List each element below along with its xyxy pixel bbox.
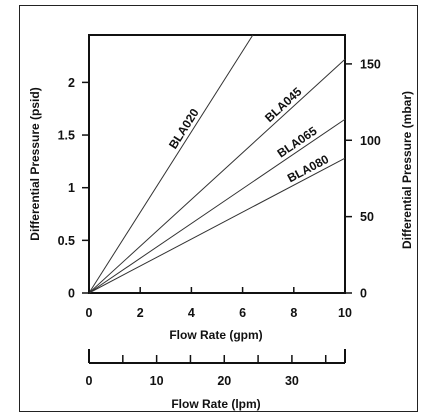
- x-tick-label: 2: [137, 306, 144, 320]
- x-tick-label: 8: [290, 306, 297, 320]
- x-secondary-tick-label: 0: [86, 374, 93, 388]
- y-tick-label: 1.5: [58, 129, 75, 143]
- y-axis-title-right: Differential Pressure (mbar): [400, 91, 414, 249]
- x-tick-label: 6: [239, 306, 246, 320]
- y-axis-title-left: Differential Pressure (psid): [28, 87, 42, 240]
- y-secondary-tick-label: 150: [360, 57, 381, 71]
- y-tick-label: 0: [68, 287, 75, 301]
- x-tick-label: 0: [86, 306, 93, 320]
- y-tick-label: 1: [68, 181, 75, 195]
- x-secondary-tick-label: 20: [217, 374, 231, 388]
- y-tick-label: 2: [68, 76, 75, 90]
- series-line-bla020: [88, 34, 254, 294]
- series-line-bla080: [88, 157, 346, 294]
- x-tick-label: 4: [188, 306, 195, 320]
- x-secondary-tick-label: 10: [150, 374, 164, 388]
- x-secondary-tick-label: 30: [285, 374, 299, 388]
- x-secondary-axis: 0 10 20 30: [86, 349, 346, 388]
- series-line-bla045: [88, 58, 346, 294]
- series-label-bla065: BLA065: [275, 124, 320, 161]
- plot-frame: [88, 34, 346, 294]
- series-label-bla020: BLA020: [166, 106, 202, 152]
- y-secondary-tick-label: 100: [360, 134, 381, 148]
- y-secondary-tick-label: 0: [360, 287, 367, 301]
- series-line-bla065: [88, 118, 346, 294]
- x-tick-label: 10: [338, 306, 352, 320]
- x-axis-title: Flow Rate (gpm): [169, 328, 262, 342]
- x-secondary-axis-title: Flow Rate (lpm): [171, 397, 260, 411]
- y-secondary-tick-label: 50: [360, 210, 374, 224]
- figure-border: [19, 5, 418, 412]
- series-label-bla045: BLA045: [262, 84, 305, 125]
- y-tick-label: 0.5: [58, 234, 75, 248]
